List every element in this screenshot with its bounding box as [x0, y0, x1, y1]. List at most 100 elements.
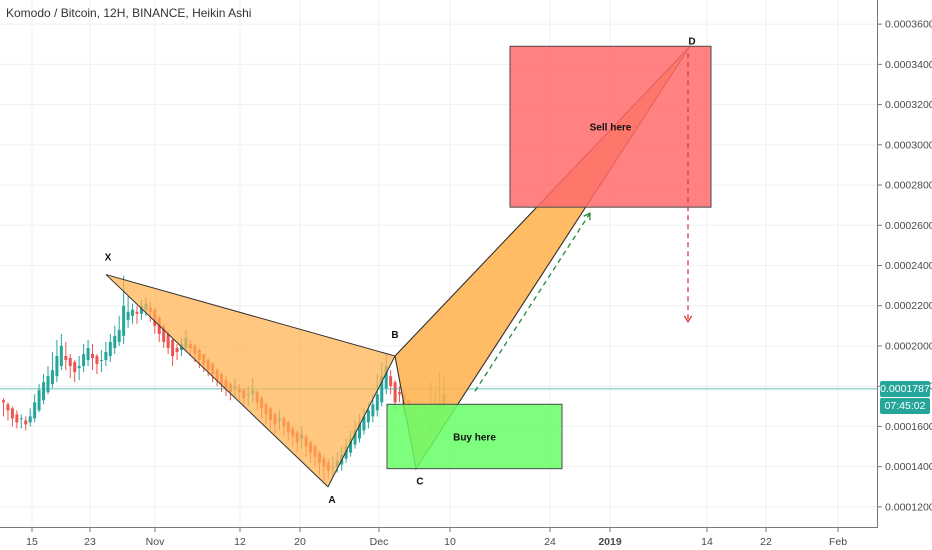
y-tick-label: 0.0003200	[885, 99, 932, 111]
candle-body	[398, 392, 402, 395]
last-price-tag: 0.0001787	[880, 380, 930, 397]
x-tick-label: 12	[234, 536, 246, 548]
candle-body	[175, 347, 179, 353]
candle-body	[68, 358, 72, 367]
y-tick-label: 0.0002800	[885, 180, 932, 192]
buy-zone-label: Buy here	[453, 432, 496, 443]
projection-arrows	[474, 53, 693, 392]
x-tick-label: 20	[294, 536, 306, 548]
chart-title: Komodo / Bitcoin, 12H, BINANCE, Heikin A…	[6, 6, 252, 20]
candle-body	[135, 311, 139, 314]
candle-body	[6, 404, 10, 411]
candle	[6, 402, 10, 421]
candle-body	[37, 390, 41, 411]
pattern-label-c: C	[416, 477, 423, 488]
up-arrow-head	[583, 212, 591, 221]
candle-body	[108, 341, 112, 357]
candle-body	[15, 414, 19, 423]
candle-body	[358, 422, 361, 439]
y-tick-label: 0.0001600	[885, 421, 932, 433]
candle	[117, 315, 121, 346]
candle	[86, 339, 90, 367]
candle-body	[77, 366, 81, 369]
candle	[73, 360, 77, 383]
countdown-tag: 07:45:02	[880, 397, 930, 414]
y-tick-label: 0.0001200	[885, 501, 932, 513]
candle-body	[371, 404, 375, 417]
candle	[46, 366, 50, 395]
x-tick-label: 10	[444, 536, 456, 548]
y-tick-label: 0.0002200	[885, 300, 932, 312]
candle	[113, 325, 117, 355]
candle-body	[389, 376, 393, 387]
candle	[82, 343, 86, 373]
candle-body	[349, 438, 353, 453]
candle	[68, 354, 72, 379]
candle-body	[86, 347, 90, 361]
sell-zone	[509, 45, 712, 208]
candle	[131, 303, 135, 324]
time-axis[interactable]: 15 23 Nov 12 20 Dec 10 24 2019 14 22 Feb	[26, 528, 847, 548]
candle-body	[122, 305, 126, 336]
candle-body	[73, 362, 77, 373]
y-tick-label: 0.0002600	[885, 220, 932, 232]
candle-body	[362, 416, 366, 431]
candle-body	[131, 309, 135, 316]
candle-body	[19, 418, 23, 420]
y-tick-label: 0.0001400	[885, 461, 932, 473]
candle	[104, 341, 108, 367]
candle-body	[82, 354, 86, 367]
candle	[91, 343, 94, 371]
candle-body	[113, 335, 117, 348]
candle	[2, 398, 5, 417]
candle	[64, 341, 68, 371]
candle-body	[33, 402, 37, 419]
pattern-label-x: X	[105, 253, 112, 264]
candle-body	[384, 366, 388, 389]
candle-body	[393, 382, 397, 403]
pattern-label-a: A	[328, 495, 335, 506]
price-axis[interactable]: 0.00012000.00014000.00016000.00018000.00…	[878, 19, 932, 514]
candle	[24, 416, 28, 431]
candle	[19, 414, 23, 429]
candle	[126, 295, 130, 328]
candle-body	[366, 410, 370, 423]
x-tick-label: 15	[26, 536, 38, 548]
candle	[15, 410, 19, 429]
candle	[108, 333, 112, 363]
y-tick-label: 0.0002400	[885, 260, 932, 272]
candle-body	[344, 446, 348, 459]
pattern-xab-triangle	[105, 274, 396, 488]
y-tick-label: 0.0003400	[885, 59, 932, 71]
down-arrow-head	[683, 315, 693, 324]
candle	[389, 370, 393, 395]
candle	[99, 349, 103, 373]
candle	[77, 356, 81, 381]
candle	[95, 354, 99, 375]
candle-body	[139, 305, 143, 314]
candle-body	[59, 345, 63, 367]
candle-body	[126, 311, 130, 320]
trade-zones: Sell here Buy here	[386, 45, 712, 470]
candle-body	[2, 400, 5, 403]
sell-zone-label: Sell here	[590, 123, 632, 134]
candle	[135, 305, 139, 324]
pattern-label-d: D	[688, 36, 695, 47]
candle	[28, 408, 32, 427]
pattern-labels: X A B C D	[105, 36, 696, 506]
x-tick-label: 2019	[598, 536, 622, 548]
y-tick-label: 0.0003000	[885, 139, 932, 151]
candle-body	[95, 356, 99, 365]
x-tick-label: 23	[84, 536, 96, 548]
x-tick-label: Feb	[829, 536, 847, 548]
candle-body	[162, 325, 166, 342]
x-tick-label: 14	[701, 536, 713, 548]
candle	[175, 343, 179, 361]
buy-zone	[386, 403, 563, 470]
candle-body	[117, 329, 121, 342]
candle-body	[375, 394, 379, 411]
y-tick-label: 0.0003600	[885, 19, 932, 31]
candle-body	[99, 360, 103, 362]
candle-body	[42, 382, 46, 401]
